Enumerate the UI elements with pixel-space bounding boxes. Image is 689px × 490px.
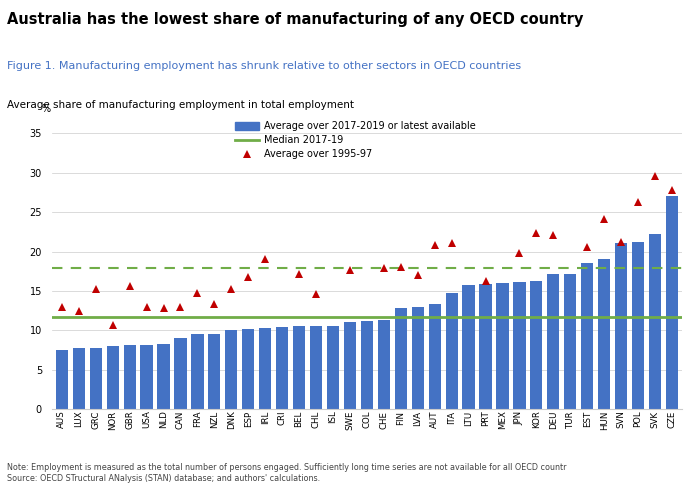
Bar [107, 346, 119, 409]
Bar [310, 326, 322, 409]
Bar [141, 344, 153, 409]
Bar [411, 307, 424, 409]
Bar [174, 338, 187, 409]
Bar [208, 334, 220, 409]
Bar [344, 322, 356, 409]
Text: Australia has the lowest share of manufacturing of any OECD country: Australia has the lowest share of manufa… [7, 12, 584, 27]
Bar [462, 286, 475, 409]
Bar [649, 234, 661, 409]
Bar [56, 350, 68, 409]
Bar [378, 320, 390, 409]
Bar [242, 329, 254, 409]
Bar [598, 259, 610, 409]
Bar [361, 321, 373, 409]
Bar [446, 294, 457, 409]
Bar [395, 308, 407, 409]
Bar [632, 242, 644, 409]
Bar [666, 196, 678, 409]
Bar [73, 348, 85, 409]
Bar [581, 264, 593, 409]
Bar [496, 283, 508, 409]
Bar [429, 304, 441, 409]
Bar [90, 348, 102, 409]
Bar [123, 345, 136, 409]
Bar [564, 273, 577, 409]
Bar [225, 330, 238, 409]
Bar [293, 326, 305, 409]
Text: Note: Employment is measured as the total number of persons engaged. Sufficientl: Note: Employment is measured as the tota… [7, 463, 566, 483]
Bar [259, 328, 271, 409]
Bar [615, 243, 627, 409]
Bar [531, 281, 542, 409]
Bar [513, 282, 526, 409]
Text: %: % [41, 104, 50, 114]
Bar [276, 327, 288, 409]
Bar [547, 274, 559, 409]
Text: Figure 1. Manufacturing employment has shrunk relative to other sectors in OECD : Figure 1. Manufacturing employment has s… [7, 61, 521, 71]
Bar [327, 326, 339, 409]
Legend: Average over 2017-2019 or latest available, Median 2017-19, Average over 1995-97: Average over 2017-2019 or latest availab… [233, 120, 478, 161]
Bar [192, 334, 203, 409]
Text: Average share of manufacturing employment in total employment: Average share of manufacturing employmen… [7, 100, 354, 110]
Bar [480, 284, 492, 409]
Bar [157, 344, 169, 409]
